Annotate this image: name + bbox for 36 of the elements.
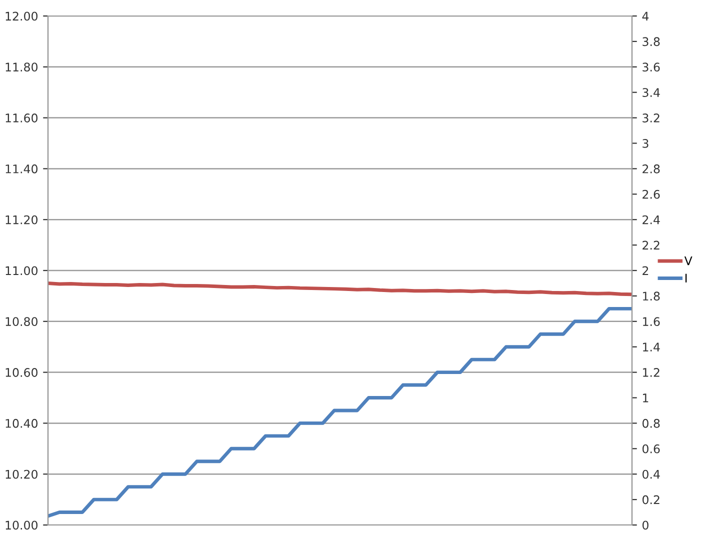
y-tick-label: 11.00 [6, 266, 38, 276]
y2-tick-label: 4 [642, 12, 649, 20]
y2-tick-label: 2.8 [642, 164, 660, 174]
y2-tick-label: 2.4 [642, 215, 660, 224]
y2-tick-label: 0.4 [642, 470, 660, 479]
y-tick-label: 10.40 [6, 418, 38, 428]
y-tick-label: 10.20 [6, 470, 38, 479]
y2-tick-label: 2 [642, 266, 648, 275]
y2-tick-label: 3.4 [642, 88, 660, 98]
line-series [48, 306, 632, 518]
y2-tick-label: 1.2 [643, 368, 660, 377]
y-tick-label: 11.60 [6, 114, 38, 122]
y2-tick-label: 3.2 [642, 114, 660, 122]
y-tick-label: 11.80 [6, 62, 38, 72]
y-tick-label: 11.40 [6, 164, 38, 174]
y2-tick-label: 0.8 [642, 418, 660, 428]
y2-tick-label: 0.6 [642, 444, 660, 454]
y2-tick-label: 3.8 [642, 37, 660, 46]
y-tick-label: 10.60 [6, 368, 38, 377]
y2-tick-label: 1.4 [643, 342, 660, 352]
y-tick-label: 12.00 [6, 12, 38, 21]
y2-tick-label: 3.6 [642, 62, 660, 72]
legend-label: V [684, 256, 692, 266]
y2-tick-label: 1.6 [643, 317, 660, 326]
y2-tick-label: 0.2 [642, 495, 660, 504]
y2-tick-label: 0 [642, 520, 648, 530]
y-tick-label: 10.00 [6, 520, 38, 530]
y2-tick-label: 2.2 [642, 240, 660, 250]
line-series [48, 281, 632, 296]
legend-label: I [685, 274, 687, 282]
y2-tick-label: 1 [643, 394, 648, 402]
y-tick-label: 10.80 [6, 317, 38, 326]
y-tick-label: 11.20 [6, 215, 38, 224]
y2-tick-label: 1.8 [643, 292, 660, 301]
y2-tick-label: 2.6 [642, 190, 660, 199]
y2-tick-label: 3 [642, 138, 648, 148]
